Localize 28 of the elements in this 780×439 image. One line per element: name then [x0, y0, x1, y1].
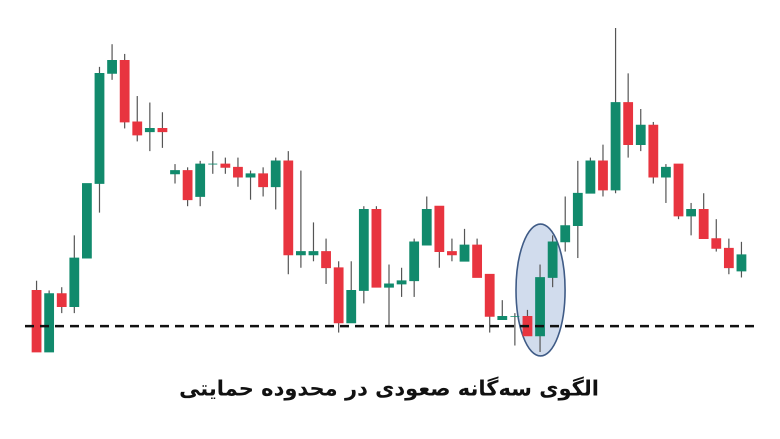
candlestick [220, 157, 230, 174]
candlestick [132, 95, 142, 142]
candlestick [661, 163, 671, 204]
candlestick [724, 238, 734, 275]
candlestick [258, 166, 268, 198]
candlestick [321, 238, 331, 285]
candlestick [736, 241, 746, 278]
candlestick [107, 44, 117, 80]
candlestick [246, 170, 256, 200]
candlestick [686, 202, 696, 236]
candlestick [144, 102, 155, 152]
candlestick [233, 157, 243, 188]
candlestick [170, 163, 180, 184]
candlestick [396, 267, 406, 298]
candlestick [296, 170, 306, 268]
candlestick [384, 264, 394, 327]
candlestick [711, 218, 722, 252]
candlestick [636, 108, 646, 152]
candlestick [56, 286, 67, 314]
candlestick [560, 196, 570, 252]
candlestick [308, 222, 318, 262]
candlestick [158, 112, 168, 148]
candlestick [497, 300, 508, 320]
candlestick [447, 238, 457, 262]
candlestick [208, 150, 218, 174]
candlestick [510, 312, 520, 346]
text: الگوی سه‌گانه صعودی در محدوده حمایتی [179, 376, 599, 402]
candlestick [460, 228, 470, 262]
